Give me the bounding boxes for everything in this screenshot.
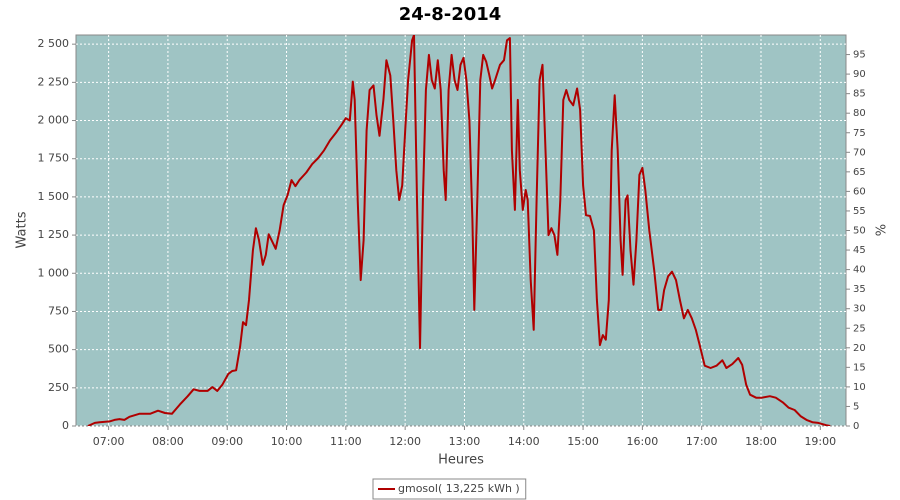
y-tick-label: 2 250 <box>38 75 70 88</box>
y2-tick-label: 80 <box>853 108 866 119</box>
y2-tick-label: 40 <box>853 265 866 276</box>
x-tick-label: 08:00 <box>152 435 184 448</box>
y-tick-label: 1 500 <box>38 190 70 203</box>
x-axis-title: Heures <box>438 453 484 468</box>
y-tick-label: 1 000 <box>38 266 70 279</box>
y-axis-title: Watts <box>15 211 30 248</box>
x-tick-label: 16:00 <box>627 435 659 448</box>
y2-tick-label: 85 <box>853 89 866 100</box>
y-tick-label: 0 <box>62 419 69 432</box>
data-line <box>87 35 831 426</box>
x-tick-label: 19:00 <box>804 435 836 448</box>
y2-tick-label: 35 <box>853 284 866 295</box>
y2-tick-label: 30 <box>853 304 866 315</box>
y-tick-label: 250 <box>48 381 69 394</box>
y2-tick-label: 25 <box>853 323 866 334</box>
y-tick-label: 2 000 <box>38 114 70 127</box>
x-tick-label: 11:00 <box>330 435 362 448</box>
y-tick-label: 500 <box>48 343 69 356</box>
x-tick-label: 10:00 <box>271 435 303 448</box>
x-tick-label: 12:00 <box>389 435 421 448</box>
y2-tick-label: 10 <box>853 382 866 393</box>
y-tick-label: 1 750 <box>38 152 70 165</box>
x-tick-label: 15:00 <box>567 435 599 448</box>
legend: gmosol( 13,225 kWh ) <box>372 478 527 500</box>
y2-tick-label: 65 <box>853 167 866 178</box>
y-tick-label: 1 250 <box>38 228 70 241</box>
y2-tick-label: 45 <box>853 245 866 256</box>
x-tick-label: 07:00 <box>93 435 125 448</box>
y2-axis-title: % <box>875 224 890 236</box>
x-tick-label: 13:00 <box>449 435 481 448</box>
y2-tick-label: 0 <box>853 421 859 432</box>
y2-tick-label: 15 <box>853 362 866 373</box>
y2-tick-label: 75 <box>853 128 866 139</box>
y2-tick-label: 55 <box>853 206 866 217</box>
y2-tick-label: 50 <box>853 226 866 237</box>
x-tick-label: 09:00 <box>211 435 243 448</box>
x-tick-label: 14:00 <box>508 435 540 448</box>
y2-tick-label: 90 <box>853 69 866 80</box>
y-tick-label: 2 500 <box>38 37 70 50</box>
y2-tick-label: 20 <box>853 343 866 354</box>
x-tick-label: 17:00 <box>686 435 718 448</box>
chart-title: 24-8-2014 <box>399 4 502 25</box>
y2-tick-label: 60 <box>853 186 866 197</box>
legend-box <box>372 478 527 500</box>
y-tick-label: 750 <box>48 304 69 317</box>
plot-area <box>75 34 847 427</box>
legend-label: gmosol( 13,225 kWh ) <box>398 482 520 495</box>
x-tick-label: 18:00 <box>745 435 777 448</box>
y2-tick-label: 70 <box>853 147 866 158</box>
y2-tick-label: 5 <box>853 401 859 412</box>
y2-tick-label: 95 <box>853 50 866 61</box>
